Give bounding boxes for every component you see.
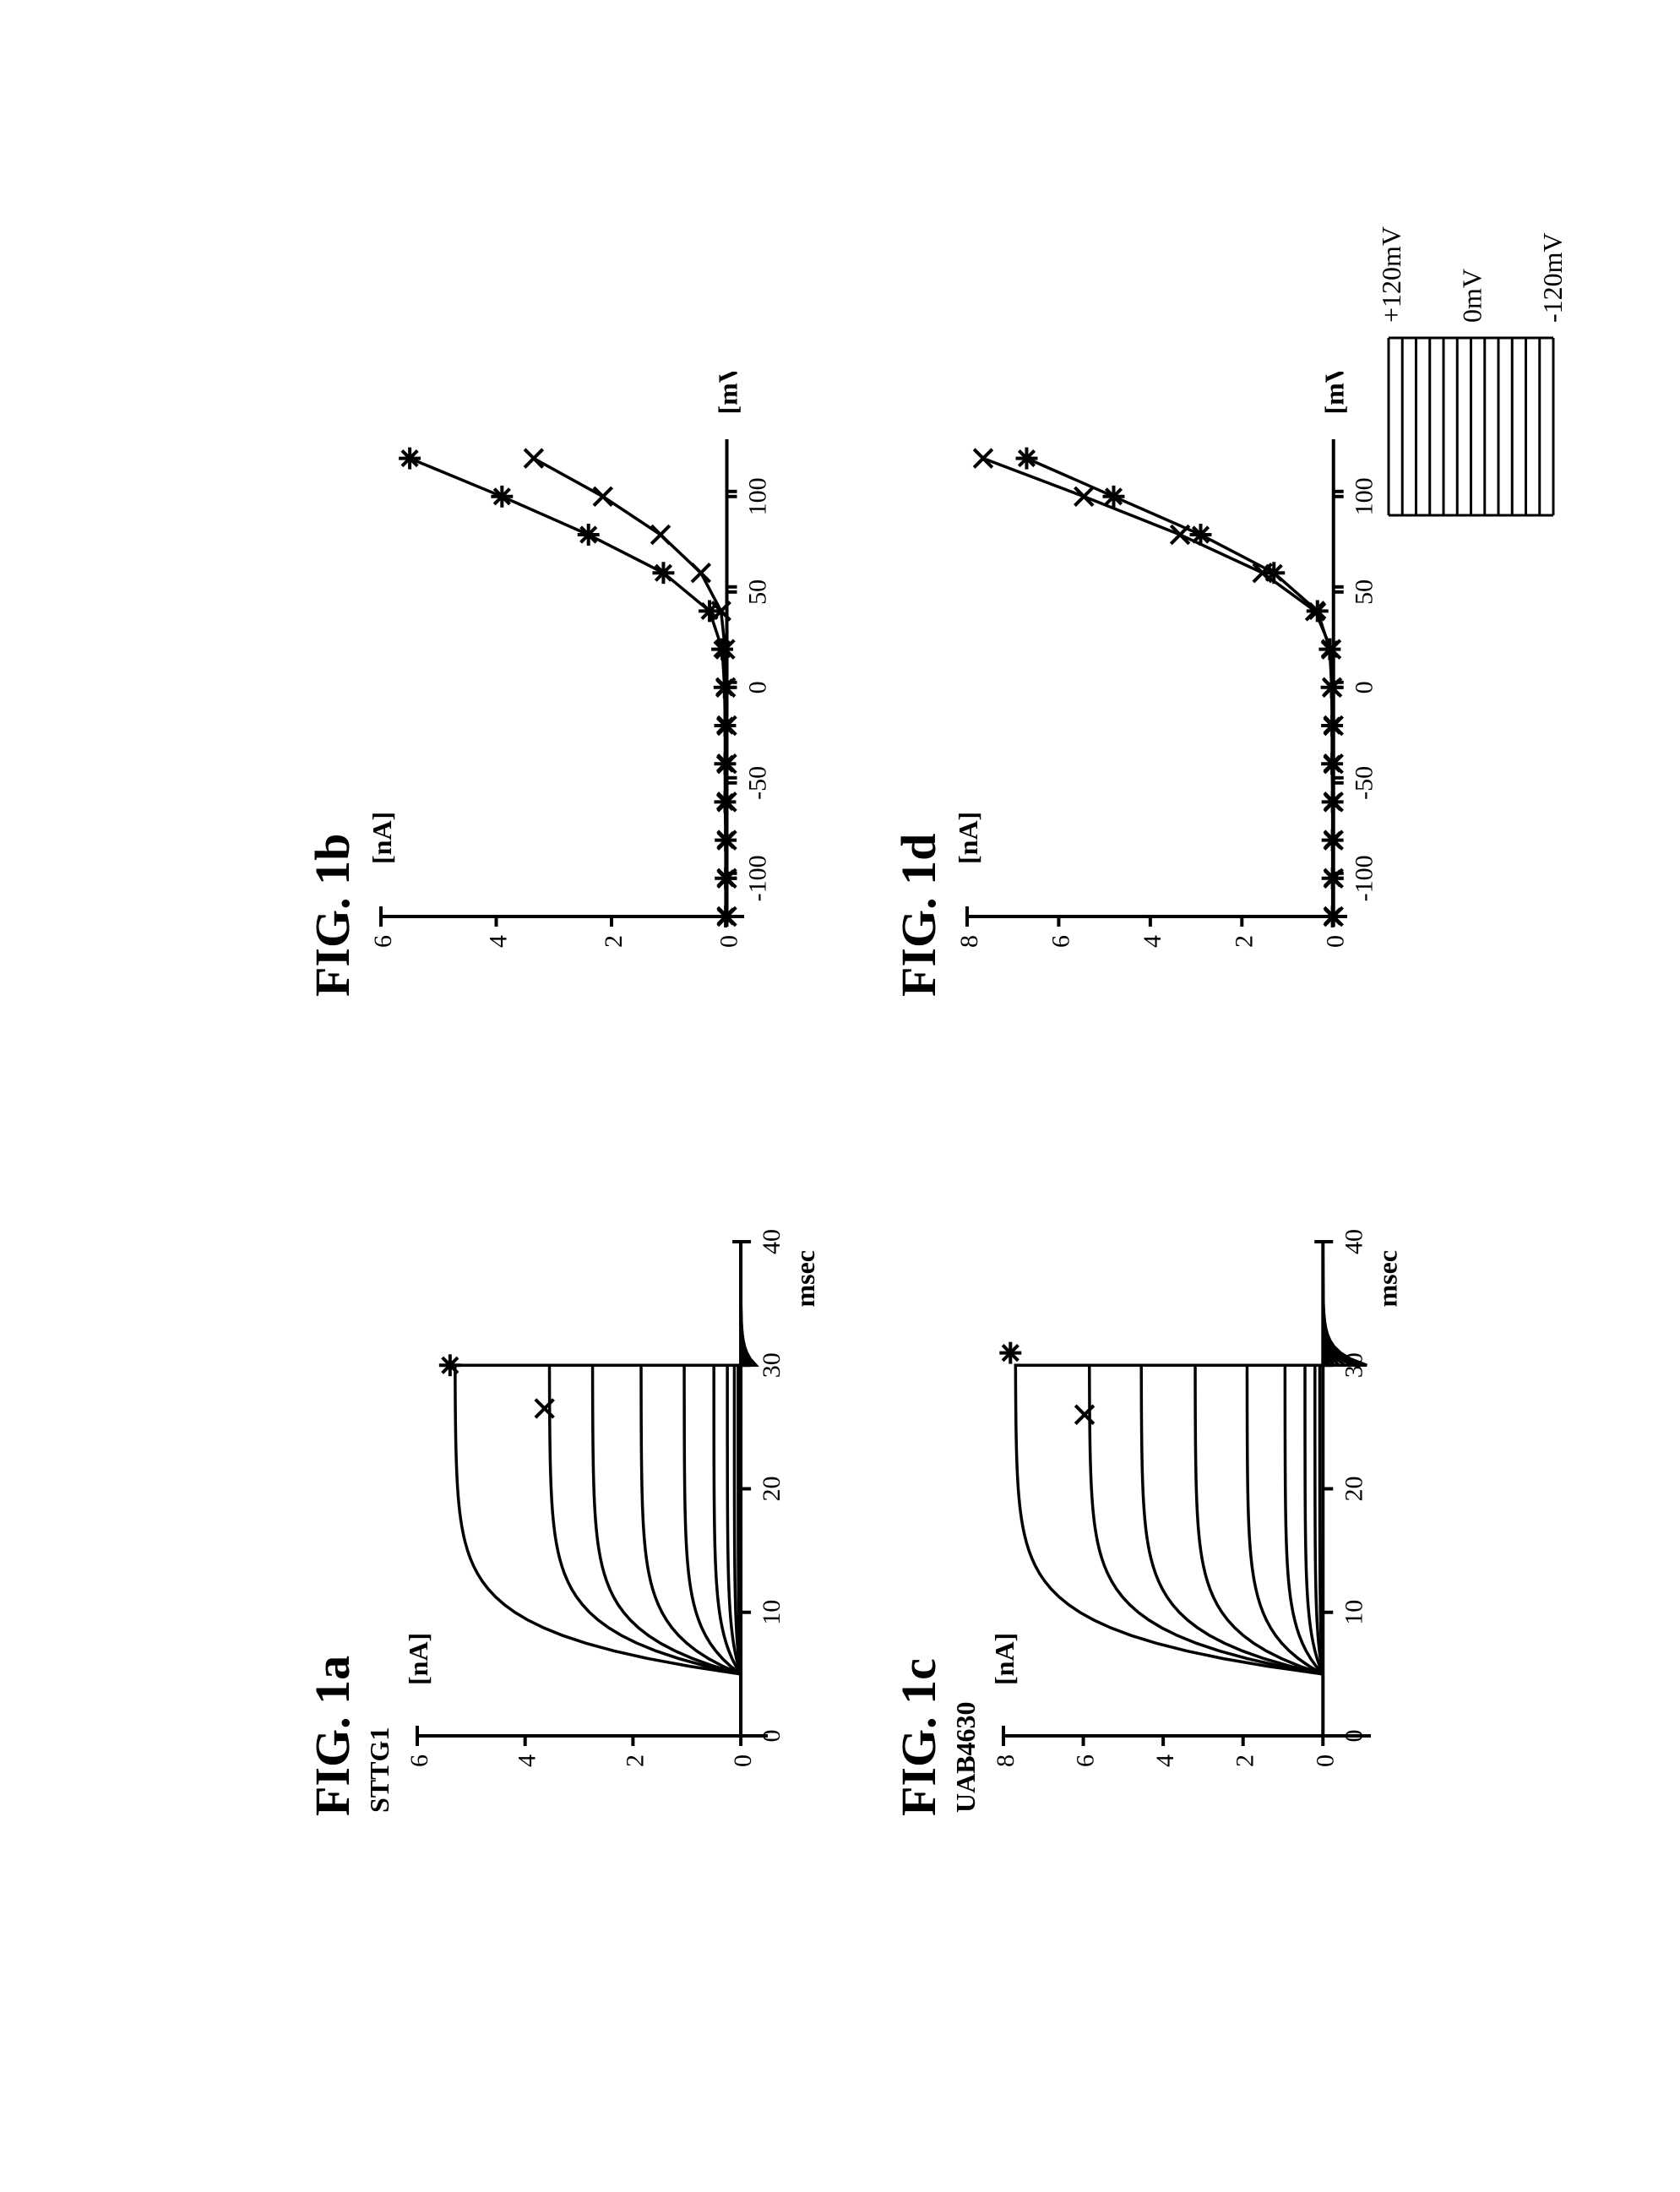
page-root: FIG. 1a STTG1 0246010203040[nA]msec FIG.…	[0, 0, 1680, 2192]
figure-container: FIG. 1a STTG1 0246010203040[nA]msec FIG.…	[304, 253, 1460, 1816]
svg-text:msec: msec	[790, 1250, 820, 1308]
svg-text:[nA]: [nA]	[953, 812, 983, 864]
svg-text:4: 4	[514, 1754, 541, 1767]
chart-1b: 0 2 4 6 -100 -50 0 50 100 [nA] [mV]	[364, 372, 820, 997]
svg-text:6: 6	[369, 935, 397, 948]
fig-title-1a: FIG. 1a	[304, 1073, 361, 1816]
chart-1d: 0 2 4 6 8 -100 -50 0 50 100 [nA] [mV]	[950, 372, 1423, 997]
svg-text:30: 30	[758, 1352, 786, 1378]
svg-text:[nA]: [nA]	[367, 812, 397, 864]
svg-text:40: 40	[758, 1229, 786, 1254]
svg-text:6: 6	[405, 1754, 433, 1767]
svg-text:0: 0	[1340, 1730, 1367, 1743]
svg-text:0: 0	[1322, 935, 1350, 948]
svg-text:4: 4	[1139, 935, 1166, 948]
fig-title-1b: FIG. 1b	[304, 253, 361, 997]
svg-text:+120mV: +120mV	[1380, 226, 1406, 323]
svg-text:20: 20	[758, 1477, 786, 1502]
protocol-svg: +120mV 0mV -120mV	[1380, 152, 1562, 524]
svg-text:4: 4	[485, 935, 513, 948]
svg-text:4: 4	[1151, 1754, 1179, 1767]
svg-text:0: 0	[758, 1730, 786, 1743]
svg-text:6: 6	[1072, 1754, 1100, 1767]
svg-text:-120mV: -120mV	[1537, 232, 1562, 323]
svg-text:0mV: 0mV	[1457, 269, 1487, 323]
panel-grid: FIG. 1a STTG1 0246010203040[nA]msec FIG.…	[304, 253, 1460, 1816]
svg-text:8: 8	[992, 1754, 1019, 1767]
svg-text:20: 20	[1340, 1477, 1367, 1502]
svg-text:-100: -100	[1351, 855, 1378, 901]
svg-text:40: 40	[1340, 1229, 1367, 1254]
panel-1c: FIG. 1c UAB4630 02468010203040[nA]msec	[890, 1073, 1460, 1816]
chart-1c: 02468010203040[nA]msec	[987, 1225, 1460, 1816]
panel-1b: FIG. 1b 0 2 4 6 -100 -50 0 50 100 [nA] [mV]	[304, 253, 856, 997]
svg-text:msec: msec	[1372, 1250, 1402, 1308]
svg-text:2: 2	[1231, 1754, 1259, 1767]
svg-text:[mV]: [mV]	[1319, 372, 1350, 415]
svg-text:0: 0	[744, 681, 772, 693]
fig-title-1d: FIG. 1d	[890, 253, 947, 997]
chart-1a: 0 2 4 6 0 10 20 30 40 [nA] msec	[400, 1225, 856, 1816]
fig-title-1c: FIG. 1c	[890, 1073, 947, 1816]
svg-text:-50: -50	[744, 766, 772, 800]
fig-sublabel-1a: STTG1	[364, 1073, 395, 1813]
svg-text:0: 0	[1351, 681, 1378, 693]
svg-text:0: 0	[1311, 1754, 1339, 1767]
svg-text:100: 100	[744, 477, 772, 515]
svg-text:8: 8	[955, 935, 983, 948]
svg-text:[nA]: [nA]	[403, 1633, 433, 1685]
svg-text:0: 0	[729, 1754, 757, 1767]
svg-text:50: 50	[1351, 579, 1378, 605]
voltage-protocol-diagram: +120mV 0mV -120mV	[1380, 152, 1562, 524]
svg-text:2: 2	[600, 935, 628, 948]
svg-text:[mV]: [mV]	[713, 372, 743, 415]
fig-sublabel-1c: UAB4630	[950, 1073, 981, 1813]
svg-text:-100: -100	[744, 855, 772, 901]
svg-text:2: 2	[621, 1754, 649, 1767]
svg-text:100: 100	[1351, 477, 1378, 515]
svg-text:-50: -50	[1351, 766, 1378, 800]
panel-1a: FIG. 1a STTG1 0 2 4 6 0 10 20 30 40 [nA] msec	[304, 1073, 856, 1816]
svg-text:2: 2	[1230, 935, 1258, 948]
svg-text:50: 50	[744, 579, 772, 605]
svg-text:10: 10	[1340, 1600, 1367, 1625]
svg-text:10: 10	[758, 1600, 786, 1625]
panel-1d: FIG. 1d 02468-100-50050100[nA][mV] +120m…	[890, 253, 1460, 997]
svg-text:[nA]: [nA]	[989, 1633, 1019, 1685]
svg-text:6: 6	[1047, 935, 1074, 948]
svg-text:0: 0	[715, 935, 743, 948]
